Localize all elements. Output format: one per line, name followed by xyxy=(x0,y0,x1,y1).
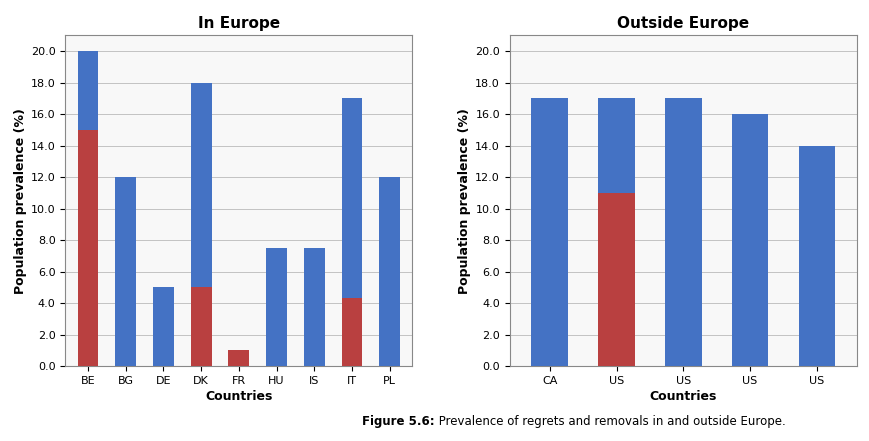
Bar xyxy=(77,51,98,366)
Bar xyxy=(266,248,287,366)
Bar xyxy=(598,98,634,366)
Bar xyxy=(190,287,211,366)
X-axis label: Countries: Countries xyxy=(205,390,272,403)
Bar xyxy=(153,287,174,366)
Bar xyxy=(342,98,362,366)
Bar xyxy=(731,114,767,366)
X-axis label: Countries: Countries xyxy=(649,390,716,403)
Bar xyxy=(190,82,211,366)
Bar xyxy=(379,177,400,366)
Text: Figure 5.6:: Figure 5.6: xyxy=(362,415,434,428)
Y-axis label: Population prevalence (%): Population prevalence (%) xyxy=(458,108,470,294)
Bar xyxy=(77,130,98,366)
Bar xyxy=(798,146,834,366)
Bar xyxy=(229,350,249,366)
Title: Outside Europe: Outside Europe xyxy=(617,16,748,31)
Bar xyxy=(115,177,136,366)
Title: In Europe: In Europe xyxy=(197,16,280,31)
Bar xyxy=(598,193,634,366)
Text: Prevalence of regrets and removals in and outside Europe.: Prevalence of regrets and removals in an… xyxy=(434,415,785,428)
Bar xyxy=(303,248,324,366)
Bar xyxy=(531,98,567,366)
Y-axis label: Population prevalence (%): Population prevalence (%) xyxy=(14,108,27,294)
Bar xyxy=(664,98,701,366)
Bar xyxy=(342,298,362,366)
